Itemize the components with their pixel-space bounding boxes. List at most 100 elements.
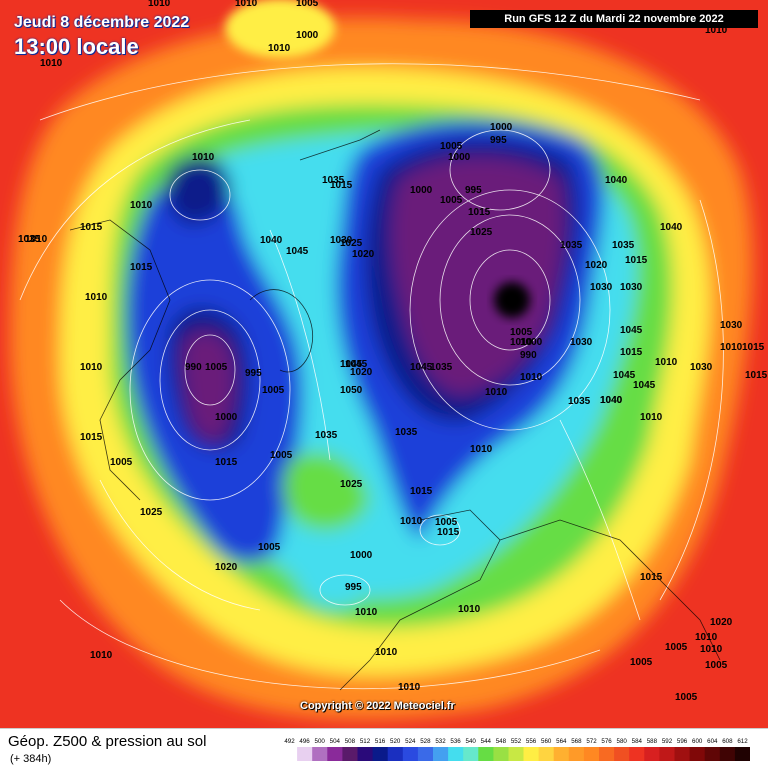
pressure-label: 1025 <box>340 479 363 490</box>
pressure-label: 1040 <box>605 175 628 186</box>
pressure-label: 1015 <box>80 432 103 443</box>
pressure-label: 1010 <box>268 43 291 54</box>
legend-swatch <box>387 747 404 761</box>
pressure-label: 1010 <box>148 0 171 9</box>
isobar <box>19 119 251 301</box>
pressure-label: 1005 <box>435 517 458 528</box>
legend-swatch <box>342 747 358 761</box>
pressure-label: 1020 <box>215 562 238 573</box>
legend-swatch <box>583 747 600 761</box>
legend-tick-label: 532 <box>435 738 446 745</box>
pressure-label: 1015 <box>625 255 648 266</box>
legend-swatch <box>644 747 660 761</box>
legend-swatch <box>523 747 539 761</box>
isobar <box>129 279 291 501</box>
isobar <box>659 199 724 601</box>
pressure-label: 1010 <box>720 342 743 353</box>
pressure-label: 1010 <box>80 362 103 373</box>
legend-tick-label: 552 <box>511 738 522 745</box>
legend-swatch <box>568 747 585 761</box>
legend-tick-label: 580 <box>617 738 628 745</box>
pressure-label: 1010 <box>130 200 153 211</box>
pressure-label: 990 <box>520 350 537 361</box>
pressure-label: 1010 <box>700 644 723 655</box>
pressure-label: 1045 <box>633 380 656 391</box>
isobar <box>409 189 611 431</box>
pressure-label: 1040 <box>260 235 283 246</box>
pressure-label: 1030 <box>570 337 593 348</box>
pressure-label: 1035 <box>430 362 453 373</box>
isobar <box>159 309 261 451</box>
pressure-label: 1015 <box>410 486 433 497</box>
pressure-label: 1020 <box>585 260 608 271</box>
legend-swatch <box>297 747 313 761</box>
legend-swatch <box>704 747 721 761</box>
pressure-label: 1015 <box>437 527 460 538</box>
legend-tick-label: 548 <box>496 738 507 745</box>
map-title: Géop. Z500 & pression au sol <box>8 733 207 750</box>
legend-tick-label: 596 <box>677 738 688 745</box>
forecast-offset: (+ 384h) <box>10 753 52 765</box>
pressure-label: 1010 <box>655 357 678 368</box>
pressure-label: 1035 <box>395 427 418 438</box>
pressure-label: 1010 <box>400 516 423 527</box>
pressure-label: 1015 <box>80 222 103 233</box>
pressure-label: 1005 <box>510 327 533 338</box>
legend-tick-label: 516 <box>375 738 386 745</box>
purple-core-west <box>182 331 235 441</box>
yellow-pocket-top <box>225 0 335 58</box>
pressure-label: 1010 <box>485 387 508 398</box>
legend-swatch <box>433 747 449 761</box>
purple-core-east <box>391 157 565 395</box>
coastline-siberia <box>299 129 381 161</box>
legend-swatch <box>508 747 524 761</box>
pressure-label: 1000 <box>296 30 319 41</box>
run-info: Run GFS 12 Z du Mardi 22 novembre 2022 <box>470 10 758 28</box>
pressure-label: 1035 <box>612 240 635 251</box>
pressure-label: 1030 <box>620 282 643 293</box>
isobars <box>19 63 724 689</box>
pressure-label: 1005 <box>270 450 293 461</box>
pressure-label: 1000 <box>215 412 238 423</box>
isobar <box>469 249 551 351</box>
legend-tick-label: 544 <box>481 738 492 745</box>
pressure-label: 1010 <box>520 372 543 383</box>
pressure-label: 1030 <box>690 362 713 373</box>
legend-tick-label: 588 <box>647 738 658 745</box>
pressure-label: 1015 <box>640 572 663 583</box>
legend-swatch <box>689 747 706 761</box>
pressure-label: 995 <box>345 582 362 593</box>
pressure-label: 995 <box>245 368 262 379</box>
pressure-label: 1040 <box>600 395 623 406</box>
isobar <box>184 334 236 406</box>
pressure-label: 1035 <box>560 240 583 251</box>
pressure-label: 1005 <box>262 385 285 396</box>
pressure-label: 1000 <box>448 152 471 163</box>
isobar <box>99 479 261 611</box>
pressure-label: 1010 <box>695 632 718 643</box>
pressure-label: 990 <box>185 362 202 373</box>
forecast-date: Jeudi 8 décembre 2022 <box>14 14 190 31</box>
pressure-label: 1005 <box>675 692 698 703</box>
pressure-label: 1010 <box>470 444 493 455</box>
pressure-label: 1015 <box>330 180 353 191</box>
pressure-label: 1010 <box>640 412 663 423</box>
pressure-label: 1010 <box>705 25 728 36</box>
pressure-label: 1045 <box>340 359 363 370</box>
pressure-label: 1010 <box>375 647 398 658</box>
legend-tick-label: 568 <box>571 738 582 745</box>
legend-swatch <box>282 747 298 761</box>
color-legend: 492 496 500 504 508 512 516 520 524 528 532 536 540 5… <box>282 738 750 761</box>
pressure-label: 1005 <box>440 141 463 152</box>
pressure-label: 1000 <box>520 337 543 348</box>
legend-swatch <box>463 747 479 761</box>
legend-tick-label: 508 <box>345 738 356 745</box>
pressure-label: 1015 <box>130 262 153 273</box>
pressure-label: 1005 <box>440 195 463 206</box>
pressure-label: 1025 <box>470 227 493 238</box>
legend-tick-label: 600 <box>692 738 703 745</box>
legend-tick-label: 608 <box>722 738 733 745</box>
legend-tick-label: 536 <box>450 738 461 745</box>
pressure-label: 995 <box>465 185 482 196</box>
pressure-label: 1025 <box>140 507 163 518</box>
